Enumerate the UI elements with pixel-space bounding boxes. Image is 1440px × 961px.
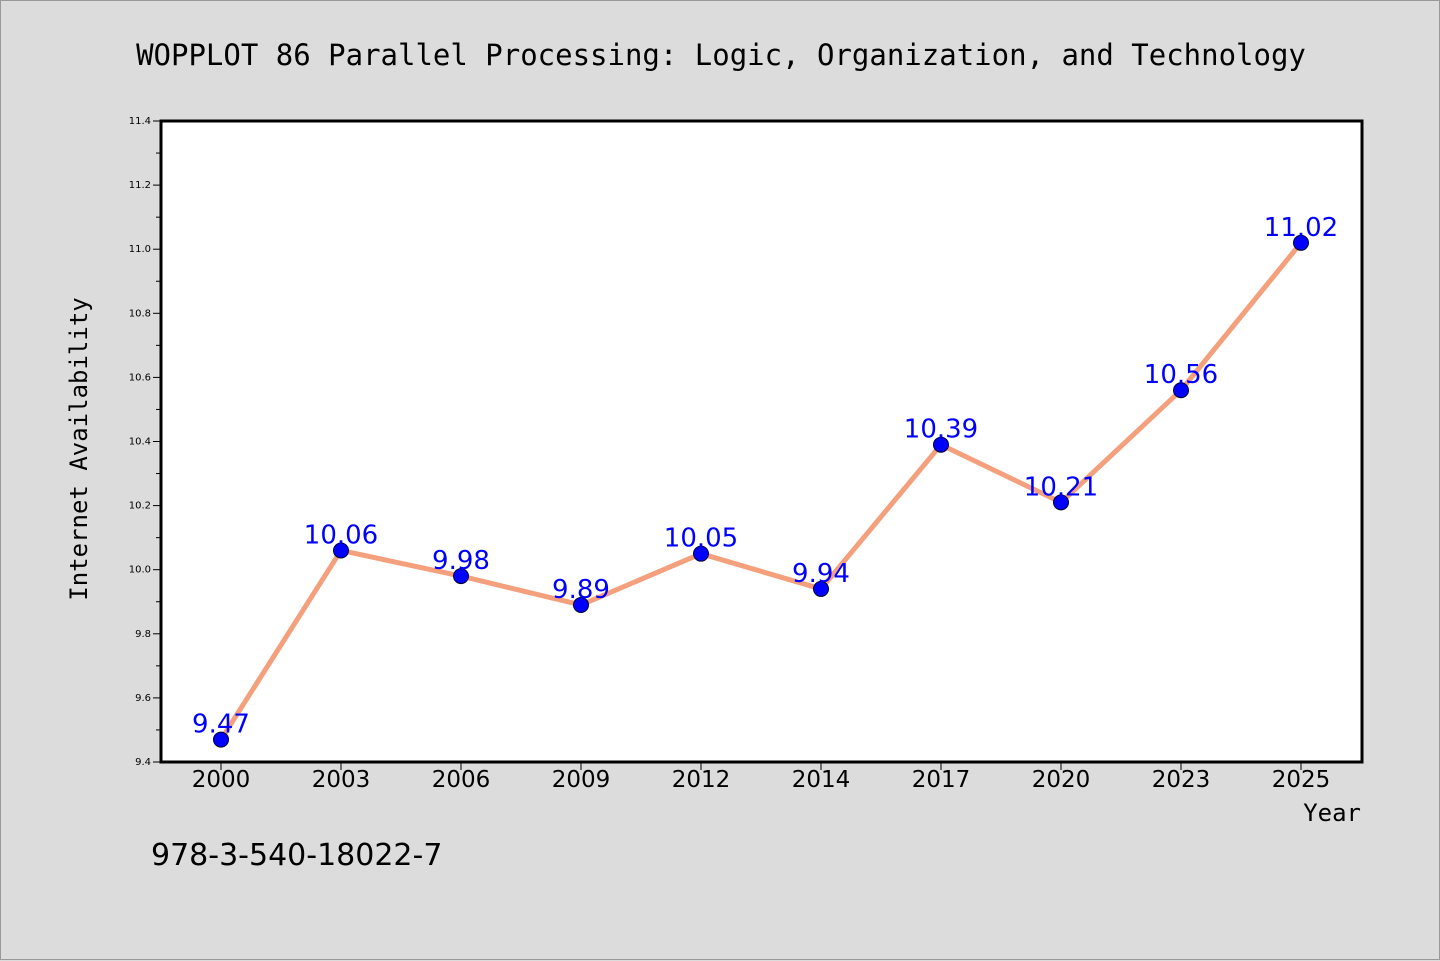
data-point — [1173, 382, 1189, 399]
y-tick-label: 11.4 — [129, 116, 151, 127]
data-point — [693, 545, 709, 562]
y-axis-label: Internet Availability — [65, 297, 93, 600]
data-point — [1053, 494, 1069, 511]
y-tick-label: 11.0 — [129, 244, 151, 255]
y-tick-label: 10.4 — [129, 437, 151, 448]
data-label: 10.05 — [664, 524, 738, 554]
data-label: 11.02 — [1264, 213, 1338, 243]
data-label: 9.47 — [192, 710, 250, 740]
x-tick-label: 2023 — [1152, 767, 1211, 793]
data-label: 9.89 — [552, 575, 610, 605]
x-tick-label: 2006 — [432, 767, 491, 793]
data-label: 9.94 — [792, 559, 850, 589]
x-axis: 2000 2003 2006 2009 2012 2014 2017 2020 2023 2025 — [192, 762, 1331, 793]
y-tick-label: 10.2 — [129, 501, 151, 512]
data-label: 9.98 — [432, 546, 490, 576]
data-point — [933, 436, 949, 453]
data-labels: 9.47 10.06 9.98 9.89 10.05 9.94 10.39 10.21 10.5… — [192, 213, 1338, 740]
x-tick-label: 2020 — [1032, 767, 1091, 793]
y-axis: 9.4 9.6 9.8 10.0 10.2 10.4 10.6 10.8 11.0 11.2 11.… — [129, 116, 161, 768]
data-point — [573, 596, 589, 613]
data-point — [453, 568, 469, 585]
y-tick-label: 9.4 — [135, 757, 151, 768]
chart-title: WOPPLOT 86 Parallel Processing: Logic, O… — [136, 38, 1306, 72]
x-tick-label: 2025 — [1272, 767, 1331, 793]
data-points — [213, 234, 1309, 748]
x-tick-label: 2009 — [552, 767, 611, 793]
isbn-annotation: 978-3-540-18022-7 — [151, 838, 442, 873]
data-point — [813, 580, 829, 597]
series-line — [218, 240, 1304, 743]
data-label: 10.06 — [304, 520, 378, 550]
series-polyline — [218, 240, 1304, 743]
data-label: 10.56 — [1144, 360, 1218, 390]
data-point — [333, 542, 349, 559]
plot-area — [159, 119, 1364, 764]
y-tick-label: 10.0 — [129, 565, 151, 576]
x-tick-label: 2017 — [912, 767, 971, 793]
x-tick-label: 2014 — [792, 767, 851, 793]
y-tick-label: 9.8 — [135, 629, 151, 640]
x-tick-label: 2000 — [192, 767, 251, 793]
data-label: 10.21 — [1024, 472, 1098, 502]
data-point — [213, 731, 229, 748]
x-axis-label: Year — [1303, 799, 1361, 827]
data-label: 10.39 — [904, 415, 978, 445]
x-tick-label: 2003 — [312, 767, 371, 793]
y-tick-label: 9.6 — [135, 693, 151, 704]
data-point — [1293, 234, 1309, 251]
y-tick-label: 11.2 — [129, 180, 151, 191]
y-tick-label: 10.6 — [129, 372, 151, 383]
x-tick-label: 2012 — [672, 767, 731, 793]
y-tick-label: 10.8 — [129, 308, 151, 319]
